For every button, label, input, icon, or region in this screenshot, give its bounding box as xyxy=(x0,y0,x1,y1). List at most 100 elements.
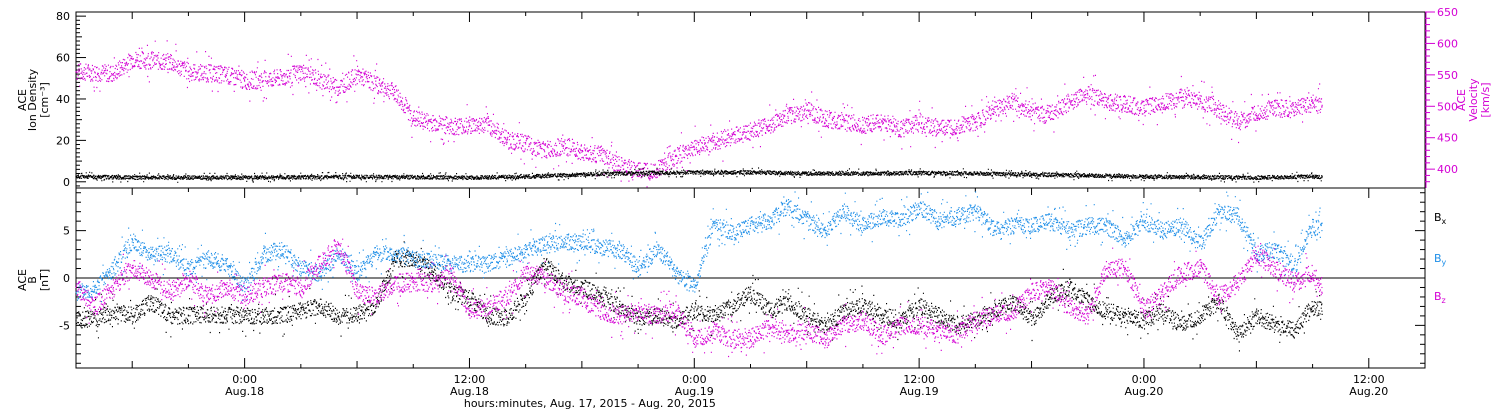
by-data-point-57 xyxy=(1143,220,1145,222)
density-points xyxy=(76,167,1323,183)
velocity-series xyxy=(75,40,1323,188)
bx-data-point-9 xyxy=(244,315,246,317)
x-tick-label-time-5: 12:00 xyxy=(1353,373,1385,386)
x-axis-title: hours:minutes, Aug. 17, 2015 - Aug. 20, … xyxy=(464,397,716,410)
bz-data-point-34 xyxy=(712,329,714,331)
velocity-data-point-29 xyxy=(712,141,714,143)
density-data-point-22 xyxy=(1311,176,1314,178)
bz-data-point-58 xyxy=(1162,291,1164,293)
bx-data-point-12 xyxy=(300,310,302,312)
y-title-density-0: ACE xyxy=(16,89,29,111)
by-data-point-17 xyxy=(393,253,396,255)
by-data-point-46 xyxy=(937,220,939,222)
velocity-data-point-27 xyxy=(674,155,677,158)
x-tick-label-date-2: Aug.19 xyxy=(675,385,714,398)
velocity-data-point-22 xyxy=(581,151,583,153)
bz-data-point-29 xyxy=(618,315,620,317)
bx-data-point-51 xyxy=(1030,320,1033,322)
by-data-point-41 xyxy=(843,211,845,213)
velocity-data-point-34 xyxy=(806,110,808,112)
by-data-point-65 xyxy=(1293,267,1295,270)
bx-data-point-37 xyxy=(768,310,770,312)
density-data-point-20 xyxy=(1199,176,1201,178)
by-data-point-44 xyxy=(899,220,901,222)
bx-data-point-42 xyxy=(862,305,864,308)
bz-data-point-41 xyxy=(843,324,845,326)
velocity-data-point-1 xyxy=(112,73,115,75)
bz-data-point-3 xyxy=(131,267,133,270)
bz-data-point-65 xyxy=(1293,282,1295,284)
density-data-point-13 xyxy=(806,172,808,175)
bx-data-point-67 xyxy=(1321,310,1323,312)
bz-data-point-26 xyxy=(562,291,564,293)
by-data-point-25 xyxy=(543,244,546,246)
y-tick-label-velocity-4: 600 xyxy=(1437,37,1458,50)
bx-data-point-40 xyxy=(824,324,827,326)
bx-data-point-46 xyxy=(937,315,939,317)
by-points xyxy=(76,191,1323,303)
by-series xyxy=(75,191,1323,303)
y-title-velocity-1: Velocity xyxy=(1467,78,1480,122)
velocity-data-point-61 xyxy=(1311,102,1314,104)
by-data-point-53 xyxy=(1068,230,1070,232)
bz-data-point-12 xyxy=(300,286,302,289)
density-data-point-6 xyxy=(412,176,414,178)
density-data-point-9 xyxy=(581,173,583,176)
velocity-data-point-16 xyxy=(468,124,471,126)
velocity-data-point-23 xyxy=(600,154,602,156)
by-data-point-0 xyxy=(75,291,77,293)
bz-data-point-44 xyxy=(899,324,901,326)
bx-points xyxy=(76,241,1323,352)
legend-subscript-y: y xyxy=(1442,258,1447,267)
bz-data-point-24 xyxy=(525,272,527,274)
y-title-density-2: [cm⁻³] xyxy=(38,82,51,118)
bz-data-point-15 xyxy=(356,291,358,293)
bx-data-point-1 xyxy=(94,317,96,319)
by-data-point-15 xyxy=(356,272,358,274)
bz-data-point-5 xyxy=(169,291,171,293)
by-data-point-55 xyxy=(1105,225,1108,227)
bz-data-point-6 xyxy=(187,277,190,279)
velocity-data-point-50 xyxy=(1105,100,1108,102)
by-data-point-39 xyxy=(806,220,808,222)
velocity-data-point-57 xyxy=(1237,121,1239,123)
y-tick-label-velocity-2: 500 xyxy=(1437,100,1458,113)
bx-data-point-17 xyxy=(393,258,396,260)
density-data-point-0 xyxy=(75,176,77,178)
x-tick-label-date-0: Aug.18 xyxy=(225,385,264,398)
velocity-data-point-7 xyxy=(281,77,283,79)
bz-data-point-49 xyxy=(993,315,995,317)
by-data-point-56 xyxy=(1124,239,1126,241)
velocity-data-point-49 xyxy=(1087,94,1089,96)
velocity-data-point-18 xyxy=(506,139,508,141)
density-data-point-1 xyxy=(131,177,133,179)
bz-data-point-48 xyxy=(974,320,976,322)
y-tick-label-b-2: 5 xyxy=(63,225,70,238)
bx-data-point-16 xyxy=(375,303,377,306)
bz-data-point-35 xyxy=(731,338,733,341)
bz-data-point-54 xyxy=(1087,315,1089,317)
bz-data-point-56 xyxy=(1124,267,1126,270)
bx-data-point-44 xyxy=(899,320,901,322)
velocity-data-point-8 xyxy=(300,71,302,73)
bz-data-point-17 xyxy=(393,282,396,284)
bx-data-point-43 xyxy=(881,315,883,317)
velocity-data-point-10 xyxy=(356,74,358,76)
by-data-point-7 xyxy=(206,258,208,260)
bz-data-point-57 xyxy=(1143,310,1145,312)
y-tick-label-density-1: 20 xyxy=(56,134,70,147)
bx-data-point-53 xyxy=(1068,286,1070,289)
velocity-data-point-42 xyxy=(955,125,958,127)
by-data-point-27 xyxy=(581,241,583,243)
velocity-data-point-47 xyxy=(1049,113,1051,115)
bx-data-point-0 xyxy=(75,320,77,322)
by-data-point-40 xyxy=(824,230,827,232)
bx-data-point-28 xyxy=(600,296,602,298)
bz-data-point-37 xyxy=(768,324,770,326)
x-tick-label-time-4: 0:00 xyxy=(1132,373,1157,386)
y-title-density-1: Ion Density xyxy=(26,68,39,131)
bz-data-point-30 xyxy=(637,310,639,312)
bx-data-point-14 xyxy=(337,315,339,317)
velocity-data-point-21 xyxy=(562,145,564,148)
